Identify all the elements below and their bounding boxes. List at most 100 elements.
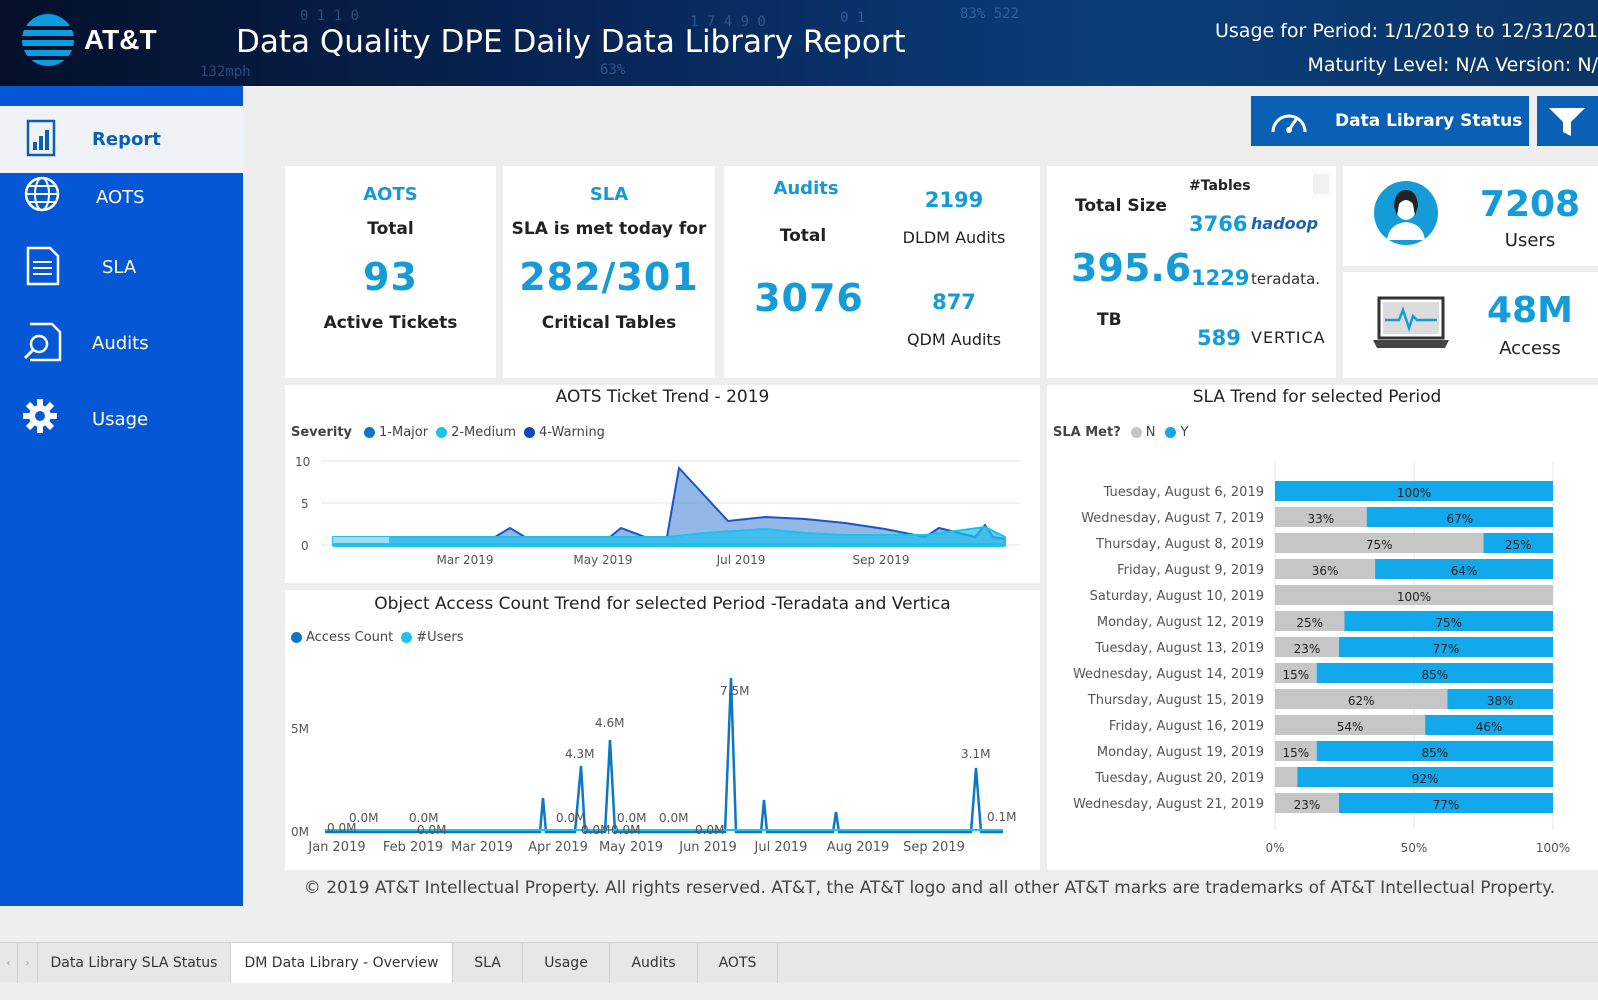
aots-card-caption: Active Tickets [323, 313, 458, 333]
legend-swatch [436, 427, 448, 438]
x-tick: Mar 2019 [451, 840, 513, 855]
aots-trend-chart: 10 5 0 Mar 2019 May 2019 Jul 2019 Sep 20… [295, 455, 1020, 567]
sla-bar-y [1425, 715, 1553, 735]
tab-aots[interactable]: AOTS [698, 943, 778, 983]
sla-card-value: 282/301 [519, 255, 699, 299]
bar-label-y: 38% [1487, 694, 1514, 708]
sla-trend-chart: 0% 50% 100% Tuesday, August 6, 2019 100% Wedn… [1073, 461, 1570, 855]
sla-bar-y [1447, 689, 1553, 709]
sidebar-item-report[interactable]: Report [0, 106, 243, 173]
sidebar-item-label: Report [92, 129, 161, 150]
sidebar-item-audits[interactable]: Audits [0, 310, 243, 377]
sla-bar-y [1275, 481, 1553, 501]
data-label: 0.0M [409, 811, 438, 825]
sidebar-item-label: AOTS [96, 187, 145, 208]
access-label: Access [1499, 338, 1561, 359]
sla-bar-n [1275, 637, 1339, 657]
gear-icon [23, 399, 57, 433]
access-trend-title: Object Access Count Trend for selected P… [374, 594, 951, 614]
x-tick: Apr 2019 [528, 840, 588, 855]
x-tick: 50% [1401, 841, 1428, 855]
legend-item: Access Count [306, 630, 394, 645]
tab-usage[interactable]: Usage [523, 943, 610, 983]
category-label: Friday, August 16, 2019 [1109, 719, 1264, 734]
bar-label-y: 75% [1435, 616, 1462, 630]
y-tick: 0 [301, 539, 309, 553]
x-tick: Feb 2019 [383, 840, 443, 855]
sidebar-item-aots[interactable]: AOTS [0, 164, 243, 231]
sla-bar-n [1275, 533, 1484, 553]
category-label: Thursday, August 15, 2019 [1087, 693, 1264, 708]
category-label: Friday, August 9, 2019 [1117, 563, 1264, 578]
y-tick: 5 [301, 497, 309, 511]
sidebar-item-sla[interactable]: SLA [0, 234, 243, 301]
sidebar-item-usage[interactable]: Usage [0, 386, 243, 453]
access-card: 48M Access [1343, 272, 1598, 378]
bar-label-n: 15% [1283, 668, 1310, 682]
y-tick: 0M [291, 825, 309, 839]
bar-label-y: 85% [1422, 746, 1449, 760]
filter-icon [1549, 108, 1585, 136]
teradata-logo: teradata. [1251, 270, 1321, 288]
vertica-count: 589 [1197, 326, 1241, 350]
legend-swatch [1130, 427, 1142, 438]
data-label: 7.5M [720, 684, 749, 698]
audits-card: Audits Total 3076 2199 DLDM Audits 877 Q… [724, 166, 1040, 378]
total-size-label: Total Size [1075, 196, 1167, 216]
data-label: 0.0M [695, 823, 724, 837]
category-label: Monday, August 12, 2019 [1097, 615, 1264, 630]
sidebar-item-label: Audits [92, 333, 149, 354]
bar-label-n: 54% [1337, 720, 1364, 734]
aots-legend: Severity 1-Major 2-Medium 4-Warning [291, 425, 605, 440]
sla-bar-n [1275, 767, 1298, 787]
hadoop-logo: hadoop [1251, 214, 1319, 233]
category-label: Wednesday, August 7, 2019 [1081, 511, 1264, 526]
tab-sla[interactable]: SLA [453, 943, 523, 983]
tab-dm-data-library-overview[interactable]: DM Data Library - Overview [231, 943, 453, 983]
bar-label-n: 25% [1296, 616, 1323, 630]
sla-card-sub: SLA is met today for [511, 219, 707, 239]
aots-trend-title: AOTS Ticket Trend - 2019 [555, 387, 770, 407]
y-tick: 10 [295, 455, 310, 469]
data-library-status-button[interactable]: Data Library Status [1251, 96, 1529, 146]
audits-card-title: Audits [773, 178, 839, 199]
aots-card-sub: Total [367, 219, 414, 239]
bar-label-n: 75% [1366, 538, 1393, 552]
bar-label-y: 100% [1397, 486, 1431, 500]
att-logo: AT&T [20, 12, 157, 68]
sla-legend: SLA Met? N Y [1053, 425, 1188, 440]
sla-bar-n [1275, 715, 1426, 735]
tab-data-library-sla-status[interactable]: Data Library SLA Status [38, 943, 231, 983]
bar-label-n: 36% [1312, 564, 1339, 578]
legend-title: Severity [291, 425, 353, 440]
sidebar-item-label: Usage [92, 409, 149, 430]
sla-card-caption: Critical Tables [541, 313, 677, 333]
x-tick: May 2019 [599, 840, 663, 855]
sla-bar-y [1297, 767, 1553, 787]
bar-label-y: 46% [1476, 720, 1503, 734]
major-tickets-series [332, 465, 1006, 546]
x-tick: Jul 2019 [754, 840, 808, 855]
magnifier-document-icon [23, 322, 62, 362]
bar-label-n: 33% [1308, 512, 1335, 526]
bar-label-n: 15% [1283, 746, 1310, 760]
tab-scroll-right-icon[interactable]: › [18, 943, 38, 983]
category-label: Tuesday, August 13, 2019 [1094, 641, 1264, 656]
more-options-icon[interactable] [1313, 174, 1329, 194]
qdm-audits-value: 877 [932, 290, 976, 314]
laptop-monitor-icon [1373, 296, 1449, 348]
filter-button[interactable] [1537, 96, 1598, 146]
legend-swatch [524, 427, 536, 438]
sla-trend-title: SLA Trend for selected Period [1192, 387, 1442, 407]
sla-bar-n [1275, 663, 1317, 683]
data-label: 0.0M [349, 811, 378, 825]
user-avatar-icon [1374, 181, 1438, 245]
tab-audits[interactable]: Audits [610, 943, 698, 983]
bar-label-y: 77% [1433, 798, 1460, 812]
legend-item: 4-Warning [539, 425, 605, 440]
y-tick: 5M [291, 722, 309, 736]
sla-card-title: SLA [589, 184, 629, 205]
aots-card-value: 93 [363, 255, 418, 299]
tab-scroll-left-icon[interactable]: ‹ [0, 943, 18, 983]
legend-swatch [291, 632, 302, 643]
